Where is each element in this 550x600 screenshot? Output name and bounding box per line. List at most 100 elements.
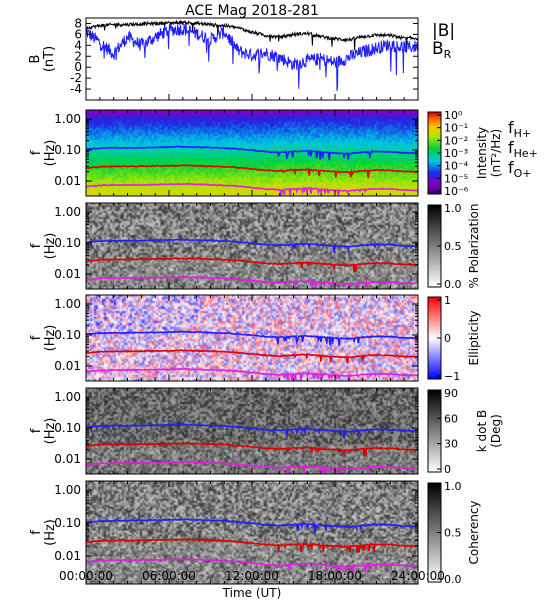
y-tick-label: 0.10 <box>54 516 81 530</box>
colorbar-gradient <box>428 205 441 287</box>
colorbar-tick-label: 60 <box>444 412 458 425</box>
x-tick-label: 06:00:00 <box>142 569 196 583</box>
gyrofrequency-line-o <box>85 460 419 475</box>
colorbar-tick-label: 90 <box>444 387 458 400</box>
gyrofrequency-line-h <box>85 423 418 439</box>
colorbar-label: Intensity <box>475 127 489 179</box>
y-tick-label: -2 <box>70 71 82 85</box>
y-axis-unit: (Hz) <box>43 233 58 260</box>
colorbar-tick-label: 10⁻² <box>444 134 468 147</box>
colorbar-gradient <box>428 112 441 194</box>
y-axis-unit: (nT) <box>42 46 57 72</box>
y-tick-label: 0.01 <box>54 267 81 281</box>
panel-coherency: 1.00 0.10 0.01 f (Hz) 1.0 0.5 0.0 Coherency <box>29 480 481 586</box>
colorbar-tick-label: 0 <box>444 463 451 476</box>
gyrofrequency-line-he <box>86 442 419 457</box>
y-tick-label: 0.01 <box>54 452 81 466</box>
colorbar-tick-label: 1.0 <box>444 480 462 493</box>
gyrofrequency-line-he <box>85 349 418 364</box>
colorbar-tick-label: 30 <box>444 438 458 451</box>
colorbar-frame <box>427 389 442 473</box>
colorbar-tick-label: 0.0 <box>444 278 462 291</box>
colorbar-tick-label: −1 <box>444 370 460 383</box>
y-axis-label: f <box>29 243 44 248</box>
gyrofrequency-line-o <box>85 275 419 290</box>
gyrofrequency-line-he <box>86 538 419 553</box>
spectrogram-image <box>86 388 418 474</box>
gyrofrequency-line-o <box>86 557 419 575</box>
y-tick-label: 0.10 <box>54 421 81 435</box>
spectrogram-image <box>86 481 418 584</box>
y-tick-label: 1.00 <box>54 205 81 219</box>
colorbar-gradient <box>428 297 441 379</box>
colorbar-tick-label: 0.5 <box>444 240 462 253</box>
y-axis-unit: (Hz) <box>43 140 58 167</box>
y-axis-label: f <box>29 530 44 535</box>
colorbar-tick-label: 10⁻⁴ <box>444 160 469 173</box>
colorbar-unit: (nT²/Hz) <box>489 129 503 177</box>
panel--polarization: 1.00 0.10 0.01 f (Hz) 1.0 0.5 0.0 % Polarization <box>29 202 481 291</box>
colorbar-label: k dot B <box>475 410 489 452</box>
y-tick-label: 6 <box>74 27 82 41</box>
colorbar-label: Coherency <box>467 500 481 564</box>
y-tick-label: 2 <box>74 49 82 63</box>
colorbar-gradient <box>428 390 441 472</box>
gyrofrequency-line-h <box>86 145 419 161</box>
x-tick-label: 18:00:00 <box>308 569 362 583</box>
colorbar-tick-label: 1.0 <box>444 202 462 215</box>
y-axis-unit: (Hz) <box>43 418 58 445</box>
colorbar-label: Ellipticity <box>467 311 481 366</box>
x-tick-label: 24:00:00 <box>391 569 445 583</box>
figure-title: ACE Mag 2018-281 <box>185 3 319 19</box>
gyrofrequency-line-h <box>85 238 419 254</box>
legend-he-gyrofrequency: fHe+ <box>508 138 538 160</box>
y-tick-label: 4 <box>74 38 82 52</box>
gyrofrequency-line-h <box>85 518 419 533</box>
gyrofrequency-line-o <box>85 367 419 382</box>
y-tick-label: 0.01 <box>54 359 81 373</box>
legend-h-gyrofrequency: fH+ <box>508 118 531 140</box>
x-axis-label: Time (UT) <box>222 586 282 600</box>
panel-k-dot-b: 1.00 0.10 0.01 f (Hz) 90 60 30 0 k dot B (Deg) <box>29 387 503 476</box>
series-line-b-magnitude <box>85 19 419 51</box>
colorbar-tick-label: 10⁻³ <box>444 147 468 160</box>
y-axis-label: B <box>28 55 43 64</box>
colorbar-tick-label: 0.5 <box>444 527 462 540</box>
colorbar-tick-label: 0.0 <box>444 573 462 586</box>
legend-o-gyrofrequency: fO+ <box>508 158 532 180</box>
y-axis-unit: (Hz) <box>43 519 58 546</box>
y-axis-label: f <box>29 335 44 340</box>
x-tick-label: 00:00:00 <box>59 569 113 583</box>
colorbar-tick-label: 0 <box>444 332 451 345</box>
gyrofrequency-line-h <box>85 330 419 346</box>
gyrofrequency-line-he <box>85 257 419 273</box>
spectrogram-image <box>86 295 418 381</box>
y-tick-label: 1.00 <box>54 112 81 126</box>
colorbar-unit: (Deg) <box>489 414 503 448</box>
gyrofrequency-line-he <box>85 164 418 178</box>
y-tick-label: 0 <box>74 60 82 74</box>
y-tick-label: 0.01 <box>54 549 81 563</box>
colorbar-label: % Polarization <box>467 204 481 289</box>
colorbar-tick-label: 1 <box>444 294 451 307</box>
colorbar-tick-label: 10⁰ <box>444 109 463 122</box>
y-tick-label: 0.10 <box>54 143 81 157</box>
y-axis-label: f <box>29 428 44 433</box>
y-tick-label: 0.01 <box>54 174 81 188</box>
y-tick-label: 8 <box>74 16 82 30</box>
series-line-b-r <box>85 23 419 92</box>
panel-intensity: 1.00 0.10 0.01 f (Hz) 10⁰10⁻¹10⁻²10⁻³10⁻⁴10⁻⁵… <box>29 109 538 198</box>
colorbar-tick-label: 10⁻⁵ <box>444 172 468 185</box>
legend-b-magnitude: |B| <box>432 21 455 41</box>
colorbar-tick-label: 10⁻¹ <box>444 122 468 135</box>
y-tick-label: 0.10 <box>54 328 81 342</box>
spectrogram-image <box>86 203 418 289</box>
y-axis-unit: (Hz) <box>43 325 58 352</box>
panel-ellipticity: 1.00 0.10 0.01 f (Hz) 1 0 −1 Ellipticity <box>29 294 481 383</box>
y-axis-label: f <box>29 150 44 155</box>
colorbar-tick-label: 10⁻⁶ <box>444 185 469 198</box>
y-tick-label: 1.00 <box>54 390 81 404</box>
gyrofrequency-line-o <box>85 182 419 197</box>
